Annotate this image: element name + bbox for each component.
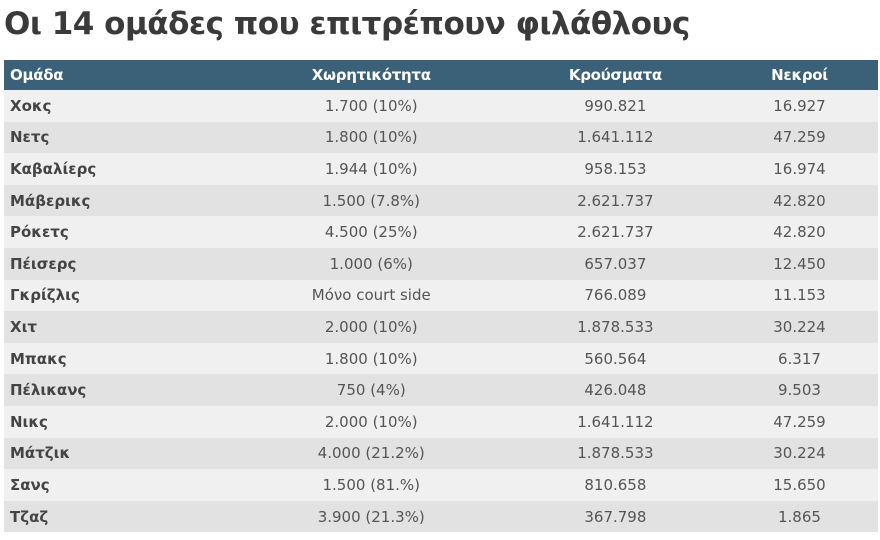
capacity-cell: 2.000 (10%)	[324, 412, 418, 431]
capacity-cell: 3.900 (21.3%)	[317, 507, 425, 526]
team-cell: Νετς	[10, 128, 50, 147]
capacity-cell: 1.800 (10%)	[324, 349, 418, 368]
deaths-cell: 30.224	[773, 444, 826, 463]
team-cell: Πέισερς	[10, 254, 77, 273]
team-cell: Γκρίζλις	[10, 286, 80, 305]
team-cell: Μπακς	[10, 349, 67, 368]
table-row: Καβαλίερς 1.944 (10%) 958.153 16.974	[4, 153, 878, 185]
team-cell: Χιτ	[10, 317, 37, 336]
table-row: Σανς 1.500 (81.%) 810.658 15.650	[4, 469, 878, 501]
cases-cell: 1.641.112	[577, 412, 654, 431]
deaths-cell: 42.820	[773, 191, 826, 210]
capacity-cell: 4.000 (21.2%)	[317, 444, 425, 463]
column-header-capacity: Χωρητικότητα	[311, 66, 431, 84]
team-cell: Καβαλίερς	[10, 159, 97, 178]
cases-cell: 990.821	[584, 96, 647, 115]
deaths-cell: 15.650	[773, 475, 826, 494]
table-row: Χοκς 1.700 (10%) 990.821 16.927	[4, 90, 878, 122]
cases-cell: 2.621.737	[577, 223, 654, 242]
team-cell: Μάβερικς	[10, 191, 91, 210]
capacity-cell: 1.700 (10%)	[324, 96, 418, 115]
column-header-cases: Κρούσματα	[568, 66, 662, 84]
table-row: Χιτ 2.000 (10%) 1.878.533 30.224	[4, 311, 878, 343]
capacity-cell: 1.800 (10%)	[324, 128, 418, 147]
cases-cell: 560.564	[584, 349, 647, 368]
table-row: Τζαζ 3.900 (21.3%) 367.798 1.865	[4, 500, 878, 533]
deaths-cell: 16.974	[773, 159, 826, 178]
cases-cell: 657.037	[584, 254, 647, 273]
cases-cell: 1.878.533	[577, 317, 654, 336]
capacity-cell: 1.500 (7.8%)	[322, 191, 421, 210]
deaths-cell: 1.865	[778, 507, 821, 526]
table-row: Μάτζικ 4.000 (21.2%) 1.878.533 30.224	[4, 437, 878, 470]
table-row: Μπακς 1.800 (10%) 560.564 6.317	[4, 342, 878, 375]
deaths-cell: 47.259	[773, 412, 826, 431]
cases-cell: 1.641.112	[577, 128, 654, 147]
team-cell: Νικς	[10, 412, 48, 431]
page-title: Οι 14 ομάδες που επιτρέπουν φιλάθλους	[4, 6, 690, 42]
cases-cell: 367.798	[584, 507, 647, 526]
capacity-cell: 1.000 (6%)	[329, 254, 413, 273]
table-row: Γκρίζλις Μόνο court side 766.089 11.153	[4, 279, 878, 312]
column-header-team: Ομάδα	[10, 66, 64, 84]
deaths-cell: 16.927	[773, 96, 826, 115]
capacity-cell: 1.500 (81.%)	[322, 475, 421, 494]
deaths-cell: 12.450	[773, 254, 826, 273]
cases-cell: 1.878.533	[577, 444, 654, 463]
team-cell: Χοκς	[10, 96, 52, 115]
team-cell: Πέλικανς	[10, 381, 87, 400]
table-row: Νικς 2.000 (10%) 1.641.112 47.259	[4, 405, 878, 438]
team-cell: Ρόκετς	[10, 223, 69, 242]
capacity-cell: 2.000 (10%)	[324, 317, 418, 336]
table-row: Πέισερς 1.000 (6%) 657.037 12.450	[4, 247, 878, 280]
deaths-cell: 42.820	[773, 223, 826, 242]
deaths-cell: 9.503	[778, 381, 821, 400]
team-cell: Τζαζ	[10, 507, 49, 526]
cases-cell: 810.658	[584, 475, 647, 494]
cases-cell: 766.089	[584, 286, 647, 305]
capacity-cell: 4.500 (25%)	[324, 223, 418, 242]
deaths-cell: 6.317	[778, 349, 821, 368]
cases-cell: 426.048	[584, 381, 647, 400]
team-cell: Σανς	[10, 475, 50, 494]
capacity-cell: 750 (4%)	[336, 381, 406, 400]
table-header-row: Ομάδα Χωρητικότητα Κρούσματα Νεκροί	[4, 60, 878, 90]
team-cell: Μάτζικ	[10, 444, 71, 463]
table-row: Μάβερικς 1.500 (7.8%) 2.621.737 42.820	[4, 184, 878, 217]
capacity-cell: Μόνο court side	[311, 286, 431, 305]
cases-cell: 2.621.737	[577, 191, 654, 210]
table-row: Πέλικανς 750 (4%) 426.048 9.503	[4, 374, 878, 406]
teams-table: Ομάδα Χωρητικότητα Κρούσματα Νεκροί Χοκς…	[4, 60, 878, 533]
table-row: Ρόκετς 4.500 (25%) 2.621.737 42.820	[4, 216, 878, 248]
column-header-deaths: Νεκροί	[771, 66, 828, 84]
table-row: Νετς 1.800 (10%) 1.641.112 47.259	[4, 121, 878, 154]
cases-cell: 958.153	[584, 159, 647, 178]
deaths-cell: 47.259	[773, 128, 826, 147]
deaths-cell: 30.224	[773, 317, 826, 336]
deaths-cell: 11.153	[773, 286, 826, 305]
capacity-cell: 1.944 (10%)	[324, 159, 418, 178]
